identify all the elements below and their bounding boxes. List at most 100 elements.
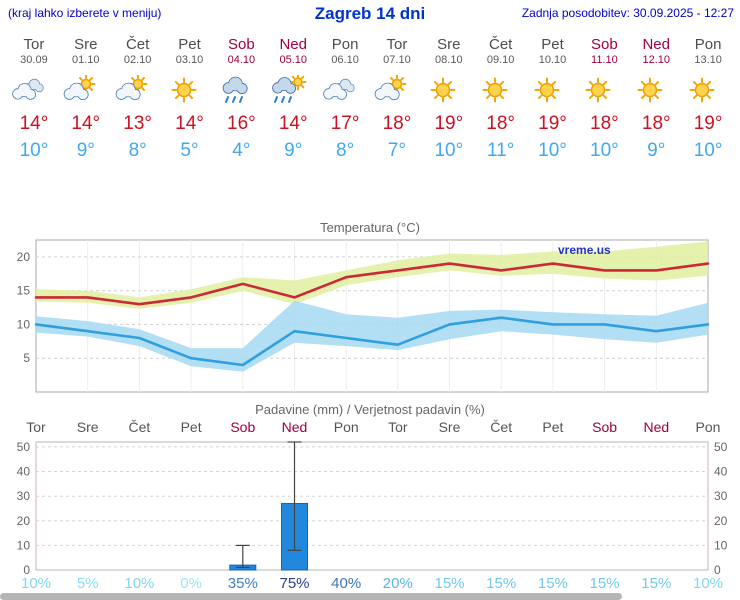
day-date: 08.10: [435, 54, 463, 66]
precip-day-label: Sob: [592, 419, 617, 435]
day-name: Čet: [488, 36, 513, 53]
precip-day-label: Pon: [696, 419, 721, 435]
day-high-temp: 18°: [382, 113, 412, 134]
day-date: 30.09: [20, 54, 48, 66]
last-update-timestamp: Zadnja posodobitev: 30.09.2025 - 12:27: [521, 6, 734, 20]
temperature-chart-svg: 5 10 15 20 vreme.us: [17, 239, 710, 393]
watermark: vreme.us: [558, 243, 611, 257]
forecast-days-row: Tor 30.09 14° 10° Sre 01.10 14° 9° Čet 02.10 13° 8°…: [8, 30, 734, 162]
svg-text:20: 20: [714, 514, 728, 528]
day-high-temp: 18°: [641, 113, 671, 134]
svg-text:40: 40: [714, 465, 728, 479]
day-low-temp: 5°: [180, 140, 199, 161]
day-high-temp: 17°: [330, 113, 360, 134]
page-title: Zagreb 14 dni: [314, 4, 426, 23]
precip-probability: 15%: [590, 575, 620, 592]
temperature-chart-title: Temperatura (°C): [320, 220, 420, 235]
day-low-temp: 8°: [128, 140, 147, 161]
day-date: 11.10: [591, 54, 618, 66]
day-date: 04.10: [227, 54, 256, 66]
precip-probability: 15%: [538, 575, 568, 592]
cloudy-icon: [8, 75, 60, 107]
precip-day-label: Sre: [77, 419, 99, 435]
day-column: Sre 01.10 14° 9°: [60, 30, 112, 162]
sunny-icon: [423, 75, 475, 107]
day-low-temp: 9°: [76, 140, 95, 161]
day-date: 03.10: [175, 54, 204, 66]
day-column: Pon 13.10 19° 10°: [682, 30, 734, 162]
day-date: 09.10: [486, 54, 515, 66]
precipitation-chart-title: Padavine (mm) / Verjetnost padavin (%): [255, 402, 485, 417]
day-low-temp: 9°: [647, 140, 666, 161]
day-high-temp: 14°: [175, 113, 204, 134]
day-name: Tor: [23, 36, 45, 53]
partly-cloudy-icon: [60, 75, 112, 107]
day-date: 06.10: [331, 54, 359, 66]
day-low-temp: 10°: [693, 140, 723, 161]
day-name: Tor: [386, 36, 408, 53]
day-low-temp: 8°: [336, 140, 355, 161]
cloudy-icon: [319, 75, 371, 107]
day-column: Tor 07.10 18° 7°: [371, 30, 423, 162]
svg-text:30: 30: [17, 489, 31, 503]
day-date: 13.10: [694, 54, 722, 66]
day-column: Čet 09.10 18° 11°: [475, 30, 527, 162]
day-column: Sob 11.10 18° 10°: [578, 30, 630, 162]
precip-day-label: Tor: [26, 419, 46, 435]
day-name: Sob: [591, 36, 618, 53]
svg-text:5: 5: [23, 351, 30, 365]
svg-text:0: 0: [23, 563, 30, 577]
day-low-temp: 10°: [590, 140, 619, 161]
precip-probability: 20%: [383, 575, 413, 592]
svg-text:20: 20: [17, 250, 31, 264]
sunny-icon: [164, 75, 216, 107]
precip-probability: 40%: [331, 575, 361, 592]
svg-text:20: 20: [17, 514, 31, 528]
day-high-temp: 19°: [434, 113, 464, 134]
precip-probability: 15%: [486, 575, 516, 592]
day-column: Tor 30.09 14° 10°: [8, 30, 60, 162]
temperature-chart: 5 10 15 20 vreme.us: [0, 236, 740, 398]
day-name: Ned: [642, 36, 670, 53]
day-name: Pet: [541, 36, 564, 53]
day-high-temp: 18°: [486, 113, 516, 134]
precip-day-label: Sob: [230, 419, 255, 435]
precipitation-chart-svg: Tor Sre Čet Pet Sob Ned Pon Tor Sre Čet Pet Sob Ned P…: [17, 419, 728, 592]
day-high-temp: 14°: [278, 113, 308, 134]
precip-probability: 10%: [693, 575, 723, 592]
day-low-temp: 10°: [434, 140, 464, 161]
precipitation-chart: Tor Sre Čet Pet Sob Ned Pon Tor Sre Čet Pet Sob Ned P…: [0, 418, 740, 596]
day-name: Pon: [331, 36, 359, 53]
precip-probability: 75%: [279, 575, 309, 592]
day-low-temp: 11°: [487, 140, 515, 161]
day-high-temp: 14°: [71, 113, 101, 134]
precip-day-label: Ned: [282, 419, 308, 435]
sunny-icon: [578, 75, 630, 107]
precip-probability: 15%: [434, 575, 464, 592]
day-column: Pet 10.10 19° 10°: [527, 30, 579, 162]
svg-text:15: 15: [17, 284, 31, 298]
day-low-temp: 7°: [387, 140, 407, 161]
sunny-icon: [475, 75, 527, 107]
day-high-temp: 19°: [693, 113, 723, 134]
day-column: Ned 12.10 18° 9°: [630, 30, 682, 162]
precip-probability: 35%: [228, 575, 258, 592]
day-name: Sre: [74, 36, 98, 53]
day-high-temp: 18°: [590, 113, 619, 134]
sunny-icon: [527, 75, 579, 107]
day-date: 05.10: [279, 54, 307, 66]
day-column: Ned 05.10 14° 9°: [267, 30, 319, 162]
svg-text:10: 10: [17, 317, 31, 331]
day-column: Pet 03.10 14° 5°: [164, 30, 216, 162]
partly-cloudy-icon: [371, 75, 423, 107]
precip-day-label: Ned: [643, 419, 669, 435]
rain-sun-icon: [267, 75, 319, 107]
precip-probability: 10%: [21, 575, 51, 592]
horizontal-scrollbar-thumb[interactable]: [0, 593, 622, 600]
day-low-temp: 10°: [538, 140, 567, 161]
day-name: Pet: [178, 36, 201, 53]
precip-probability: 5%: [77, 575, 99, 592]
precip-day-label: Čet: [129, 419, 151, 435]
day-date: 01.10: [72, 54, 100, 66]
svg-text:40: 40: [17, 465, 31, 479]
